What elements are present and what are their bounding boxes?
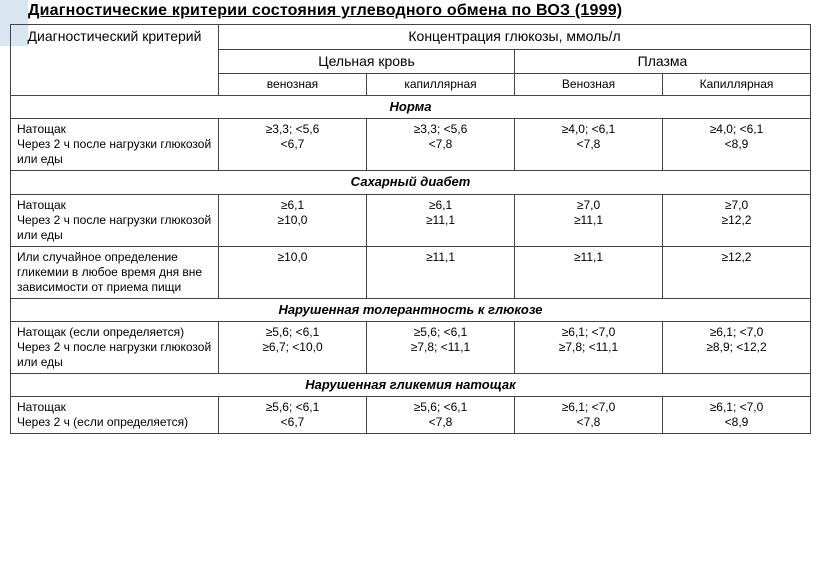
- criterion-cell: Или случайное определение гликемии в люб…: [11, 246, 219, 298]
- criterion-cell: НатощакЧерез 2 ч (если определяется): [11, 397, 219, 434]
- value-cell: ≥7,0≥11,1: [515, 194, 663, 246]
- value-cell: ≥11,1: [367, 246, 515, 298]
- value-cell: ≥5,6; <6,1<6,7: [219, 397, 367, 434]
- criterion-cell: НатощакЧерез 2 ч после нагрузки глюкозой…: [11, 194, 219, 246]
- value-cell: ≥5,6; <6,1<7,8: [367, 397, 515, 434]
- page-title: Диагностические критерии состояния углев…: [28, 2, 811, 20]
- value-cell: ≥7,0≥12,2: [663, 194, 811, 246]
- value-cell: ≥4,0; <6,1<8,9: [663, 119, 811, 171]
- table-row: НатощакЧерез 2 ч (если определяется)≥5,6…: [11, 397, 811, 434]
- section-header: Норма: [11, 96, 811, 119]
- criterion-cell: НатощакЧерез 2 ч после нагрузки глюкозой…: [11, 119, 219, 171]
- criterion-cell: Натощак (если определяется)Через 2 ч пос…: [11, 321, 219, 373]
- table-row: НатощакЧерез 2 ч после нагрузки глюкозой…: [11, 194, 811, 246]
- value-cell: ≥5,6; <6,1≥7,8; <11,1: [367, 321, 515, 373]
- value-cell: ≥3,3; <5,6<7,8: [367, 119, 515, 171]
- value-cell: ≥5,6; <6,1≥6,7; <10,0: [219, 321, 367, 373]
- table-row: Или случайное определение гликемии в люб…: [11, 246, 811, 298]
- value-cell: ≥11,1: [515, 246, 663, 298]
- value-cell: ≥3,3; <5,6<6,7: [219, 119, 367, 171]
- col-header-capillary-plasma: Капиллярная: [663, 74, 811, 96]
- section-header: Нарушенная толерантность к глюкозе: [11, 298, 811, 321]
- col-header-concentration: Концентрация глюкозы, ммоль/л: [219, 25, 811, 50]
- value-cell: ≥12,2: [663, 246, 811, 298]
- glucose-criteria-table: Диагностический критерий Концентрация гл…: [10, 24, 811, 434]
- table-row: Натощак (если определяется)Через 2 ч пос…: [11, 321, 811, 373]
- col-header-capillary-blood: капиллярная: [367, 74, 515, 96]
- value-cell: ≥6,1≥10,0: [219, 194, 367, 246]
- col-header-whole-blood: Цельная кровь: [219, 49, 515, 74]
- value-cell: ≥4,0; <6,1<7,8: [515, 119, 663, 171]
- col-header-venous-blood: венозная: [219, 74, 367, 96]
- table-row: НатощакЧерез 2 ч после нагрузки глюкозой…: [11, 119, 811, 171]
- col-header-criterion: Диагностический критерий: [11, 25, 219, 96]
- col-header-plasma: Плазма: [515, 49, 811, 74]
- section-header: Нарушенная гликемия натощак: [11, 373, 811, 396]
- value-cell: ≥6,1; <7,0≥7,8; <11,1: [515, 321, 663, 373]
- value-cell: ≥6,1; <7,0<8,9: [663, 397, 811, 434]
- glucose-criteria-table-wrap: Диагностический критерий Концентрация гл…: [10, 24, 811, 553]
- col-header-venous-plasma: Венозная: [515, 74, 663, 96]
- value-cell: ≥6,1; <7,0≥8,9; <12,2: [663, 321, 811, 373]
- section-header: Сахарный диабет: [11, 171, 811, 194]
- value-cell: ≥6,1; <7,0<7,8: [515, 397, 663, 434]
- value-cell: ≥6,1≥11,1: [367, 194, 515, 246]
- value-cell: ≥10,0: [219, 246, 367, 298]
- table-body: НормаНатощакЧерез 2 ч после нагрузки глю…: [11, 96, 811, 434]
